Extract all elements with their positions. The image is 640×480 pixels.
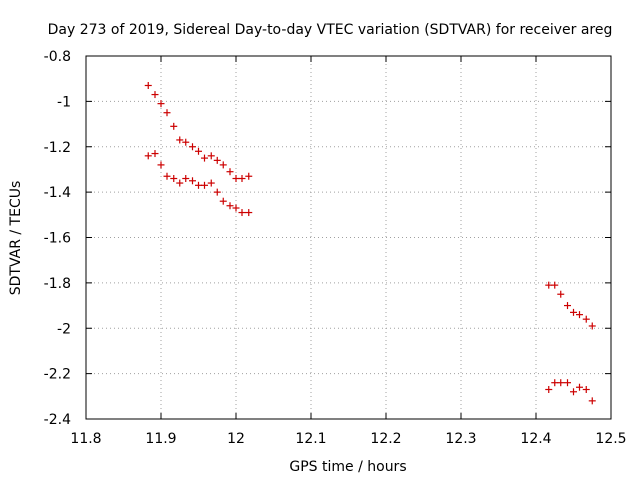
x-tick-label: 12.2 <box>370 431 401 447</box>
data-point <box>588 397 596 405</box>
data-point <box>219 161 227 169</box>
data-point <box>245 209 253 217</box>
data-point <box>576 383 583 391</box>
data-point <box>232 204 240 212</box>
data-point <box>170 175 178 183</box>
data-point <box>207 152 215 160</box>
data-point <box>207 179 215 187</box>
data-point <box>545 281 553 289</box>
y-tick-label: -1.6 <box>44 231 71 247</box>
data-point <box>176 136 184 144</box>
data-point <box>201 154 208 162</box>
data-point <box>557 290 565 298</box>
grid <box>86 56 611 419</box>
data-point <box>570 388 577 396</box>
data-point <box>564 379 571 387</box>
x-tick-label: 11.9 <box>145 431 176 447</box>
data-point <box>570 308 577 316</box>
y-tick-label: -2 <box>57 321 71 337</box>
data-point <box>232 175 240 183</box>
data-point <box>238 175 246 183</box>
data-point <box>151 150 159 158</box>
y-tick-label: -1.4 <box>44 185 71 201</box>
data-point <box>144 81 152 89</box>
data-point <box>226 202 234 210</box>
data-point <box>189 177 196 185</box>
data-point <box>144 152 152 160</box>
y-tick-label: -1.8 <box>44 276 71 292</box>
x-axis-title: GPS time / hours <box>289 459 406 475</box>
data-point <box>170 122 178 130</box>
data-point <box>213 156 221 164</box>
x-tick-label: 12 <box>227 431 245 447</box>
data-points <box>144 81 596 405</box>
data-point <box>176 179 184 187</box>
x-tick-label: 12.1 <box>295 431 326 447</box>
y-tick-label: -2.2 <box>44 367 71 383</box>
data-point <box>557 379 565 387</box>
axis-ticks <box>85 55 612 420</box>
data-point <box>588 322 596 330</box>
data-point <box>157 100 165 108</box>
y-tick-label: -1.2 <box>44 140 71 156</box>
data-point <box>163 172 171 180</box>
data-point <box>545 386 553 394</box>
y-tick-label: -0.8 <box>44 49 71 65</box>
data-point <box>201 181 208 189</box>
data-point <box>576 311 583 319</box>
data-point <box>238 209 246 217</box>
data-point <box>157 161 165 169</box>
data-point <box>195 147 202 155</box>
data-point <box>182 175 190 183</box>
chart-title: Day 273 of 2019, Sidereal Day-to-day VTE… <box>48 22 613 38</box>
y-axis-title: SDTVAR / TECUs <box>8 181 24 296</box>
data-point <box>582 315 590 323</box>
data-point <box>551 379 559 387</box>
data-point <box>213 188 221 196</box>
x-tick-label: 11.8 <box>70 431 101 447</box>
y-tick-label: -1 <box>57 94 71 110</box>
x-tick-label: 12.5 <box>595 431 626 447</box>
y-tick-label: -2.4 <box>44 412 71 428</box>
plot-frame <box>85 55 612 420</box>
data-point <box>219 197 227 205</box>
x-tick-label: 12.4 <box>520 431 551 447</box>
data-point <box>182 138 190 146</box>
data-point <box>564 302 571 310</box>
data-point <box>195 181 202 189</box>
data-point <box>163 109 171 117</box>
data-point <box>189 143 196 151</box>
data-point <box>226 168 234 176</box>
data-point <box>245 172 253 180</box>
data-point <box>582 386 590 394</box>
data-point <box>551 281 559 289</box>
tick-labels: 11.8 11.9 12 12.1 12.2 12.3 12.4 12.5 -0.8 -1 -1.2… <box>44 49 627 447</box>
x-tick-label: 12.3 <box>445 431 476 447</box>
data-point <box>151 91 159 99</box>
